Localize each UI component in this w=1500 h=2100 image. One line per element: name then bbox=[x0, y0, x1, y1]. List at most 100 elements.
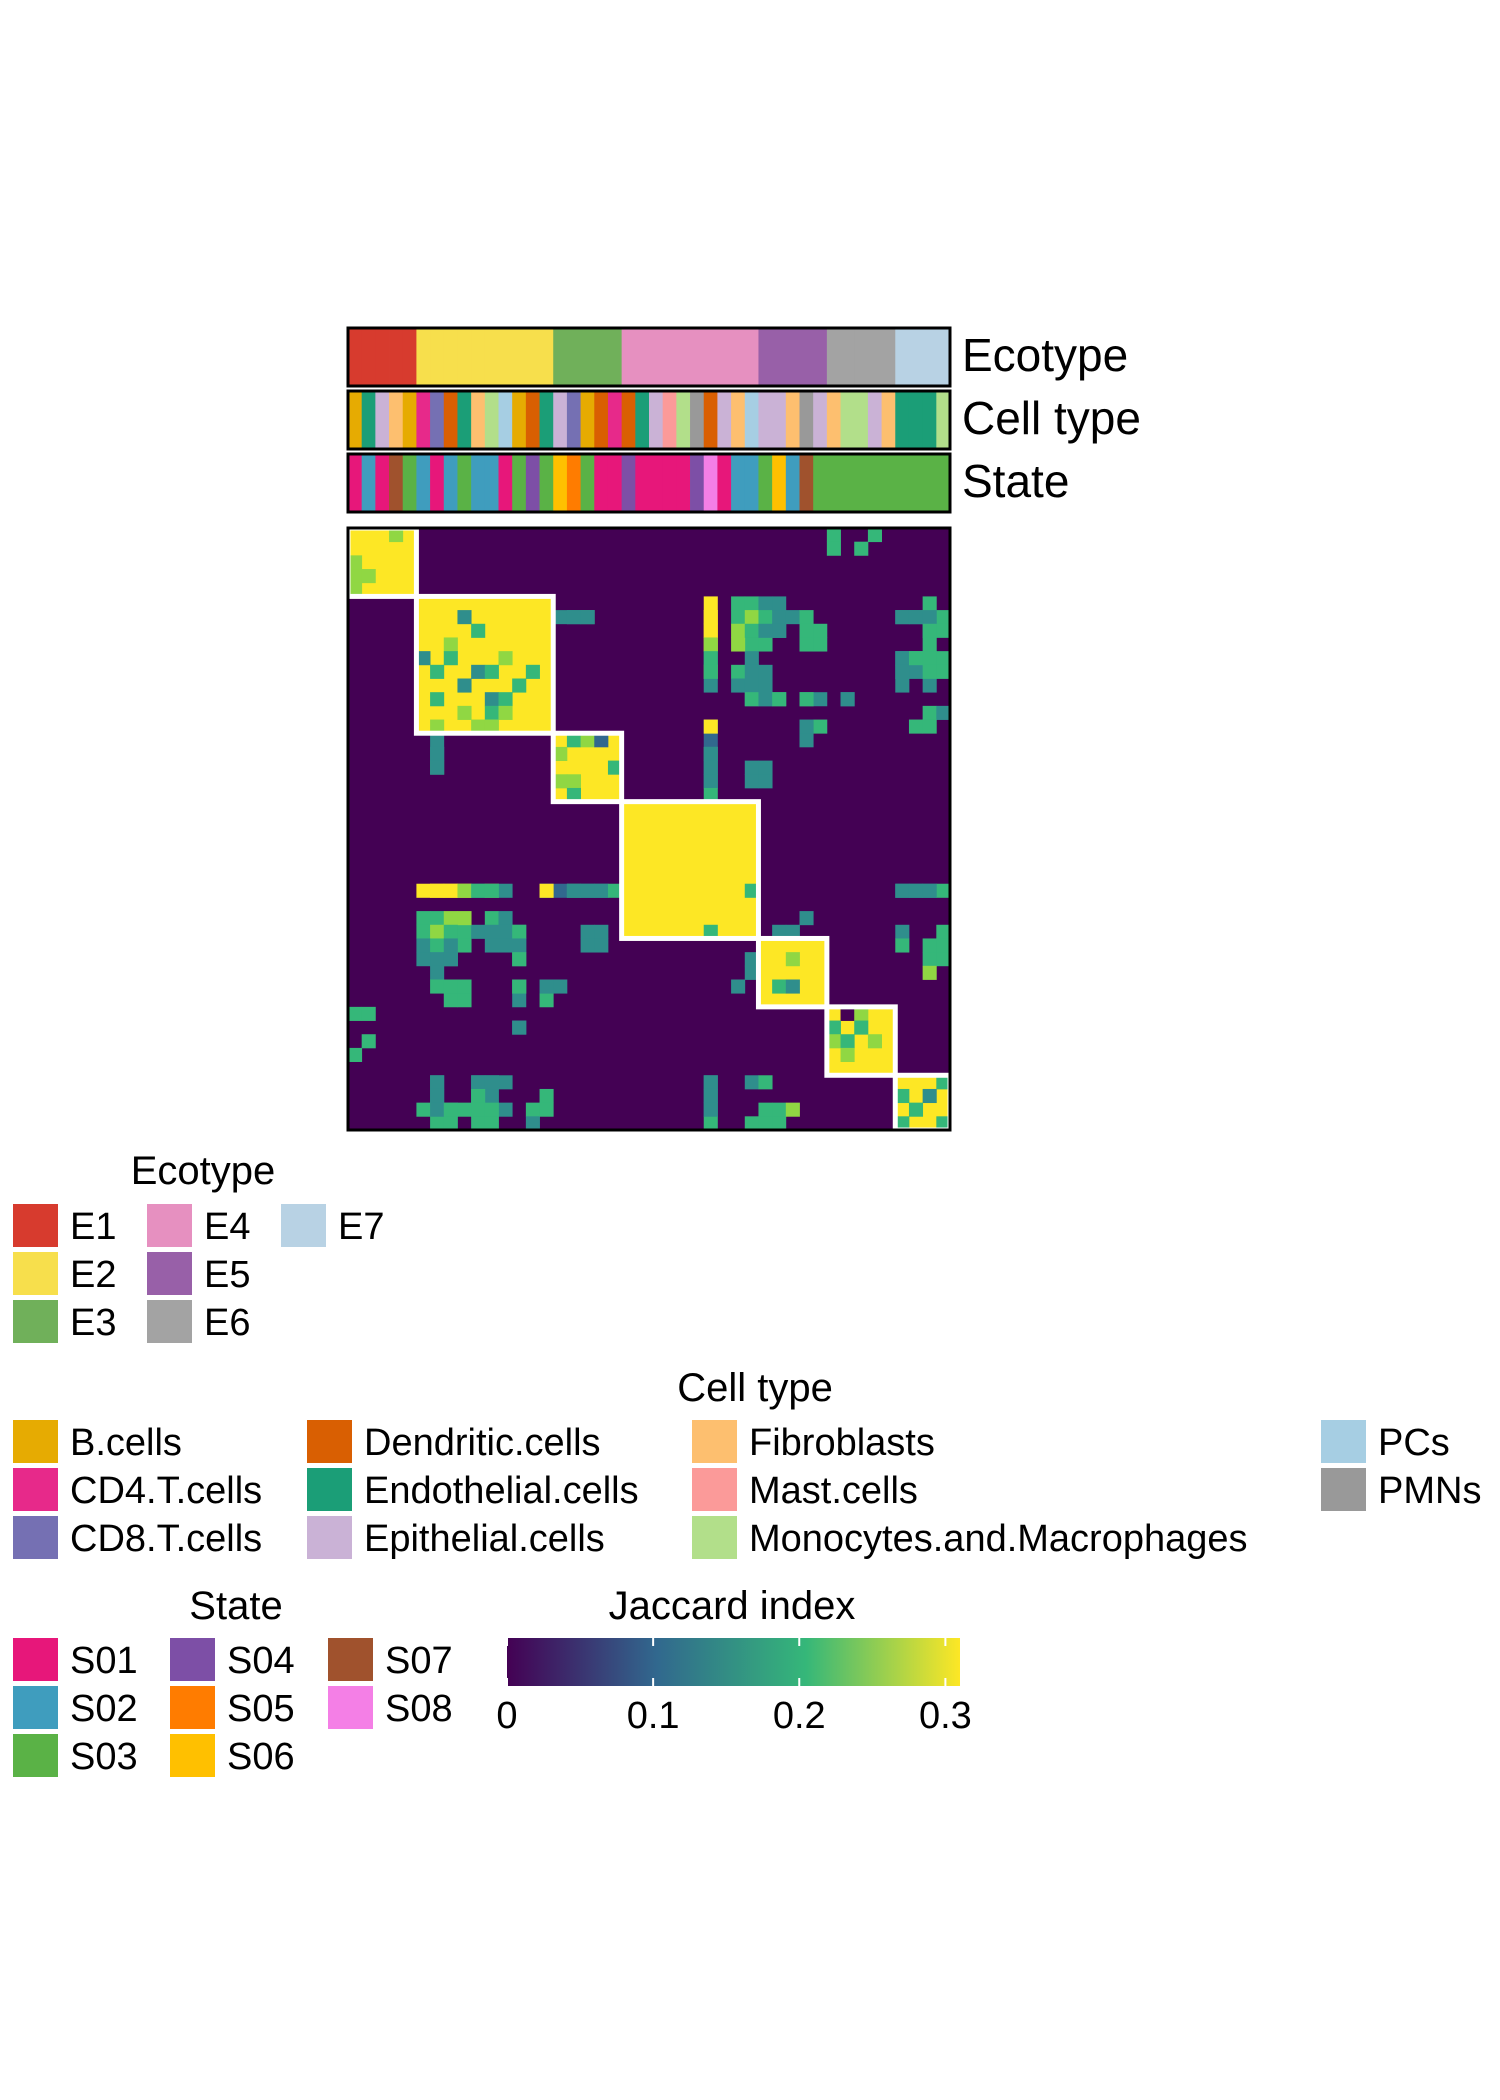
cell-type-track-cell-9 bbox=[471, 391, 486, 449]
heatmap-cell-r26-c6 bbox=[430, 883, 445, 898]
heatmap-cell-r31-c43 bbox=[936, 952, 951, 967]
heatmap-cell-r26-c17 bbox=[580, 883, 595, 898]
heatmap-cell-r28-c7 bbox=[443, 911, 458, 926]
heatmap-mirror-cell-r26-c41 bbox=[908, 883, 924, 898]
cell-type-track-cell-29 bbox=[744, 391, 759, 449]
state-track-cell-2 bbox=[375, 454, 390, 512]
heatmap-cell-r43-c43 bbox=[936, 1116, 951, 1131]
cell-type-track-cell-17 bbox=[580, 391, 595, 449]
heatmap-cell-r33-c6 bbox=[430, 979, 445, 994]
heatmap-cell-r29-c10 bbox=[484, 924, 499, 939]
state-key-s01 bbox=[13, 1638, 58, 1681]
heatmap-mirror-cell-r38-c0 bbox=[348, 1047, 363, 1062]
heatmap-cell-r14-c34 bbox=[813, 719, 828, 734]
heatmap-cell-r42-c8 bbox=[457, 1102, 472, 1117]
heatmap-cell-r13-c43 bbox=[936, 705, 951, 720]
state-label-s07: S07 bbox=[385, 1640, 453, 1682]
state-track-cell-36 bbox=[840, 454, 855, 512]
cluster-outline-5 bbox=[755, 935, 830, 1010]
heatmap-cell-r37-c35 bbox=[826, 1034, 841, 1049]
cell-type-track-cell-4 bbox=[402, 391, 417, 449]
cell-type-label-cd4-t-cells: CD4.T.cells bbox=[70, 1470, 262, 1512]
heatmap-mirror-cell-r11-c40 bbox=[895, 678, 910, 693]
ecotype-track-cell-18 bbox=[594, 328, 609, 386]
state-track-cell-4 bbox=[402, 454, 417, 512]
heatmap-cell-r0-c38 bbox=[867, 528, 882, 543]
heatmap-cell-r40-c30 bbox=[758, 1075, 773, 1090]
state-track-cell-38 bbox=[867, 454, 882, 512]
ecotype-track-cell-6 bbox=[430, 328, 445, 386]
heatmap-mirror-cell-r8-c28 bbox=[731, 637, 746, 652]
state-track-cell-19 bbox=[607, 454, 623, 512]
heatmap-mirror-cell-r9-c26 bbox=[703, 651, 718, 666]
heatmap-mirror-cell-r17-c26 bbox=[703, 760, 718, 775]
heatmap-mirror-cell-r9-c41 bbox=[908, 651, 924, 666]
heatmap-mirror-cell-r11-c28 bbox=[731, 678, 746, 693]
cell-type-legend: Cell type B.cells CD4.T.cells CD8.T.cells D… bbox=[13, 1366, 1481, 1560]
heatmap-mirror-cell-r1-c37 bbox=[854, 541, 869, 556]
heatmap-cell-r40-c9 bbox=[471, 1075, 486, 1090]
state-track-cell-27 bbox=[717, 454, 732, 512]
heatmap-cell-r35-c37 bbox=[854, 1006, 869, 1021]
ecotype-track-border bbox=[346, 326, 952, 388]
state-key-s08 bbox=[328, 1686, 373, 1729]
heatmap-mirror-cell-r5-c29 bbox=[744, 596, 759, 611]
cell-type-track-cell-3 bbox=[389, 391, 404, 449]
heatmap-cell-r40-c11 bbox=[498, 1075, 513, 1090]
heatmap-mirror-cell-r30-c10 bbox=[484, 938, 499, 953]
heatmap-mirror-cell-r26-c42 bbox=[922, 883, 937, 898]
ecotype-track-cell-12 bbox=[512, 328, 527, 386]
cell-type-track-cell-27 bbox=[717, 391, 732, 449]
state-track-cell-42 bbox=[922, 454, 937, 512]
cell-type-track-cell-26 bbox=[703, 391, 718, 449]
state-track-cell-16 bbox=[566, 454, 581, 512]
heatmap-cell-r42-c31 bbox=[772, 1102, 787, 1117]
heatmap-cell-r29-c7 bbox=[443, 924, 458, 939]
heatmap-mirror-cell-r43-c10 bbox=[484, 1116, 499, 1131]
heatmap-mirror-cell-r31-c42 bbox=[922, 952, 937, 967]
state-track-cell-6 bbox=[430, 454, 445, 512]
ecotype-track-cell-20 bbox=[621, 328, 636, 386]
heatmap-cell-r31-c32 bbox=[785, 952, 800, 967]
cell-type-track-cell-36 bbox=[840, 391, 855, 449]
heatmap-mirror-cell-r34-c14 bbox=[539, 993, 554, 1008]
heatmap-cell-r30-c6 bbox=[430, 938, 445, 953]
cell-type-label-fibroblasts: Fibroblasts bbox=[749, 1422, 935, 1464]
heatmap-mirror-cell-r30-c8 bbox=[457, 938, 472, 953]
cell-type-track-cell-7 bbox=[443, 391, 458, 449]
heatmap-mirror-cell-r14-c42 bbox=[922, 719, 937, 734]
ecotype-label-e5: E5 bbox=[204, 1254, 250, 1296]
heatmap-cell-r8-c30 bbox=[758, 637, 773, 652]
heatmap-mirror-cell-r7-c31 bbox=[772, 623, 787, 638]
state-track-cell-21 bbox=[635, 454, 650, 512]
heatmap-mirror-cell-r32-c42 bbox=[922, 965, 937, 980]
heatmap-cell-r14-c10 bbox=[484, 719, 499, 734]
ecotype-track-cell-40 bbox=[895, 328, 910, 386]
ecotype-label-e6: E6 bbox=[204, 1302, 250, 1344]
heatmap-cell-r42-c6 bbox=[430, 1102, 445, 1117]
ecotype-track-cell-15 bbox=[553, 328, 568, 386]
heatmap-mirror-cell-r6-c42 bbox=[922, 610, 937, 625]
heatmap-mirror-cell-r7-c42 bbox=[922, 623, 937, 638]
state-track-cell-10 bbox=[484, 454, 499, 512]
ecotype-track-cell-31 bbox=[772, 328, 787, 386]
state-track-cell-9 bbox=[471, 454, 486, 512]
cell-type-track-cell-38 bbox=[867, 391, 882, 449]
state-label-s01: S01 bbox=[70, 1640, 138, 1682]
state-track-cell-32 bbox=[785, 454, 800, 512]
state-track-cell-28 bbox=[731, 454, 746, 512]
state-track-cell-40 bbox=[895, 454, 910, 512]
cell-type-track-cell-2 bbox=[375, 391, 390, 449]
heatmap-mirror-cell-r30-c11 bbox=[498, 938, 513, 953]
state-key-s05 bbox=[170, 1686, 215, 1729]
ecotype-track-cell-35 bbox=[826, 328, 841, 386]
ecotype-track-cell-29 bbox=[744, 328, 759, 386]
heatmap-cell-r32-c6 bbox=[430, 965, 445, 980]
cell-type-track-cell-19 bbox=[607, 391, 623, 449]
jaccard-ticks: 0 0.1 0.2 0.3 bbox=[496, 1638, 972, 1737]
cell-type-track-cell-10 bbox=[484, 391, 499, 449]
heatmap-cell-r28-c5 bbox=[416, 911, 431, 926]
cell-type-track-cell-14 bbox=[539, 391, 554, 449]
heatmap-cell-r37-c36 bbox=[840, 1034, 855, 1049]
heatmap-cell-r11-c26 bbox=[703, 678, 718, 693]
